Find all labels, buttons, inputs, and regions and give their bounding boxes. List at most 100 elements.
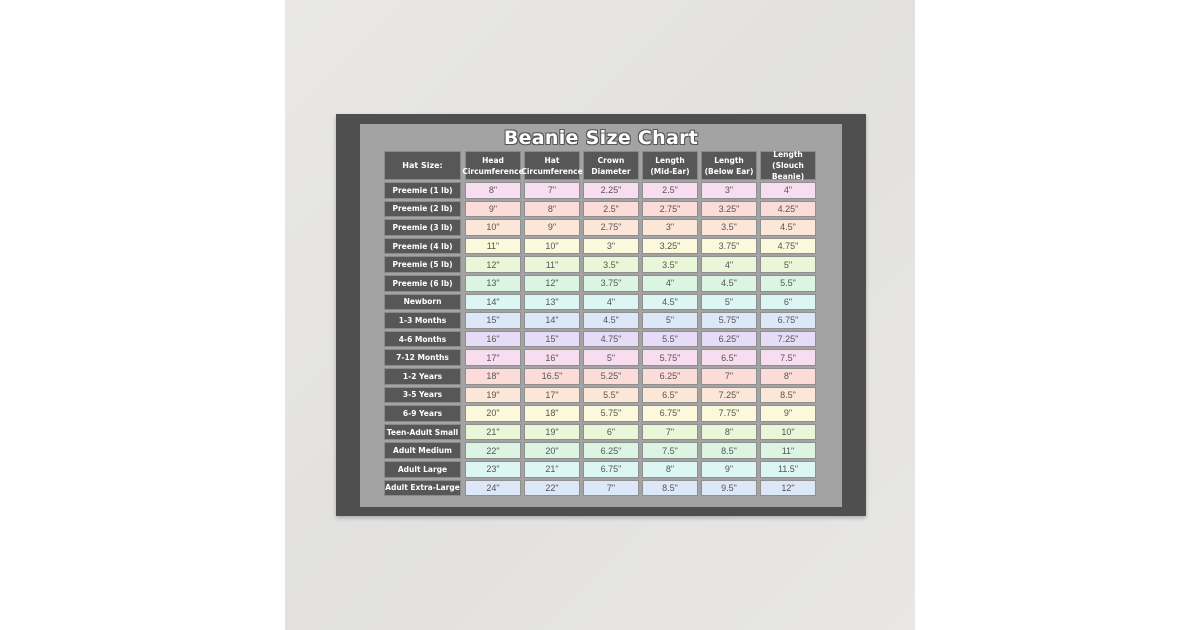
row-label: 1-2 Years: [384, 368, 461, 385]
table-cell: 18": [524, 405, 580, 422]
table-cell: 13": [524, 293, 580, 311]
column-header: Length (Slouch Beanie): [760, 150, 816, 181]
table-cell: 4.75": [583, 330, 639, 348]
row-label: Adult Large: [384, 461, 461, 478]
row-label: Adult Extra-Large: [384, 479, 461, 497]
column-header: Hat Size:: [384, 151, 461, 180]
row-label: Preemie (3 lb): [384, 219, 461, 236]
table-cell: 8": [524, 200, 580, 218]
table-cell: 2.5": [583, 200, 639, 218]
table-cell: 12": [760, 479, 816, 497]
table-cell: 2.5": [642, 182, 698, 199]
row-label: Preemie (4 lb): [384, 237, 461, 255]
table-cell: 7": [701, 368, 757, 385]
table-cell: 4": [642, 275, 698, 292]
row-label: 7-12 Months: [384, 349, 461, 366]
table-cell: 9": [465, 200, 521, 218]
chart-title: Beanie Size Chart: [503, 127, 699, 149]
table-cell: 8": [760, 368, 816, 385]
table-cell: 22": [465, 442, 521, 459]
table-cell: 6.5": [701, 349, 757, 366]
table-cell: 5.25": [583, 368, 639, 385]
table-cell: 15": [524, 330, 580, 348]
table-cell: 8.5": [760, 386, 816, 404]
table-cell: 7.25": [701, 386, 757, 404]
table-cell: 6.5": [642, 386, 698, 404]
table-cell: 16": [524, 349, 580, 366]
table-cell: 4.25": [760, 200, 816, 218]
table-cell: 9": [524, 219, 580, 236]
table-cell: 6.75": [642, 405, 698, 422]
table-cell: 6.25": [701, 330, 757, 348]
column-header: Crown Diameter: [583, 151, 639, 180]
table-cell: 3": [583, 237, 639, 255]
table-cell: 5.75": [701, 312, 757, 329]
table-cell: 4": [701, 256, 757, 273]
row-label: Adult Medium: [384, 442, 461, 459]
table-cell: 16.5": [524, 368, 580, 385]
row-label: Teen-Adult Small: [384, 423, 461, 441]
table-cell: 8": [642, 461, 698, 478]
table-cell: 14": [465, 293, 521, 311]
table-cell: 7": [524, 182, 580, 199]
table-cell: 3.75": [583, 275, 639, 292]
table-cell: 11": [760, 442, 816, 459]
table-cell: 2.75": [583, 219, 639, 236]
table-cell: 6.75": [583, 461, 639, 478]
table-cell: 10": [760, 423, 816, 441]
row-label: 4-6 Months: [384, 330, 461, 348]
table-cell: 5": [701, 293, 757, 311]
table-cell: 17": [465, 349, 521, 366]
table-cell: 4.5": [701, 275, 757, 292]
table-cell: 24": [465, 479, 521, 497]
table-cell: 3.25": [701, 200, 757, 218]
table-cell: 3": [642, 219, 698, 236]
row-label: Newborn: [384, 293, 461, 311]
table-cell: 6": [583, 423, 639, 441]
table-cell: 21": [524, 461, 580, 478]
table-cell: 7": [583, 479, 639, 497]
table-cell: 7": [642, 423, 698, 441]
table-cell: 9.5": [701, 479, 757, 497]
table-cell: 8": [465, 182, 521, 199]
table-cell: 11.5": [760, 461, 816, 478]
table-cell: 2.75": [642, 200, 698, 218]
row-label: 6-9 Years: [384, 405, 461, 422]
table-cell: 6.75": [760, 312, 816, 329]
table-cell: 3.5": [701, 219, 757, 236]
table-cell: 17": [524, 386, 580, 404]
column-header: Length (Below Ear): [701, 151, 757, 180]
table-cell: 8": [701, 423, 757, 441]
table-cell: 10": [524, 237, 580, 255]
table-cell: 6.25": [642, 368, 698, 385]
table-cell: 6": [760, 293, 816, 311]
table-cell: 5.75": [583, 405, 639, 422]
table-cell: 7.75": [701, 405, 757, 422]
table-cell: 20": [465, 405, 521, 422]
table-cell: 9": [701, 461, 757, 478]
table-cell: 5": [583, 349, 639, 366]
table-cell: 16": [465, 330, 521, 348]
table-cell: 19": [465, 386, 521, 404]
table-cell: 5.5": [760, 275, 816, 292]
table-cell: 4": [760, 182, 816, 199]
table-cell: 3": [701, 182, 757, 199]
table-cell: 3.5": [583, 256, 639, 273]
table-cell: 8.5": [642, 479, 698, 497]
table-cell: 21": [465, 423, 521, 441]
table-cell: 23": [465, 461, 521, 478]
table-cell: 5.75": [642, 349, 698, 366]
table-cell: 4.75": [760, 237, 816, 255]
table-cell: 14": [524, 312, 580, 329]
table-cell: 4.5": [760, 219, 816, 236]
table-cell: 12": [465, 256, 521, 273]
table-cell: 5": [642, 312, 698, 329]
table-cell: 6.25": [583, 442, 639, 459]
table-cell: 20": [524, 442, 580, 459]
table-cell: 7.25": [760, 330, 816, 348]
row-label: Preemie (1 lb): [384, 182, 461, 199]
table-cell: 4.5": [642, 293, 698, 311]
table-cell: 18": [465, 368, 521, 385]
table-cell: 3.25": [642, 237, 698, 255]
row-label: 3-5 Years: [384, 386, 461, 404]
